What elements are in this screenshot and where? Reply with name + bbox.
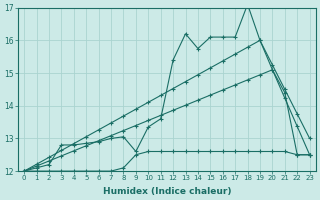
X-axis label: Humidex (Indice chaleur): Humidex (Indice chaleur) <box>103 187 231 196</box>
